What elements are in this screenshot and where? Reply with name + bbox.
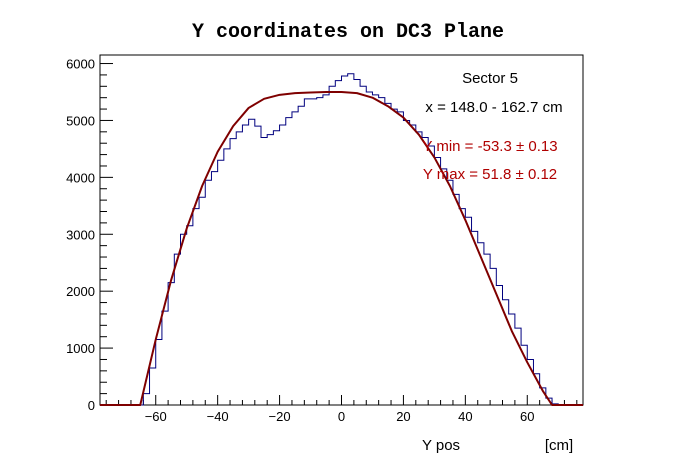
annotation-sector: Sector 5 xyxy=(462,70,518,87)
x-tick-label: 60 xyxy=(520,409,534,424)
x-axis-ticks: −60 −40 −20 0 20 40 60 xyxy=(105,395,578,424)
x-tick-label: 20 xyxy=(396,409,410,424)
y-tick-label: 2000 xyxy=(66,284,95,299)
y-tick-label: 0 xyxy=(88,398,95,413)
chart-title: Y coordinates on DC3 Plane xyxy=(192,21,504,44)
y-tick-label: 3000 xyxy=(66,227,95,242)
fit-curve xyxy=(100,90,583,406)
y-tick-label: 4000 xyxy=(66,170,95,185)
series-layer xyxy=(100,73,583,406)
x-tick-label: −20 xyxy=(269,409,291,424)
y-axis-ticks: 0 1000 2000 3000 4000 5000 6000 xyxy=(66,57,113,413)
x-axis-unit: [cm] xyxy=(545,437,573,454)
x-tick-label: −40 xyxy=(207,409,229,424)
y-tick-label: 5000 xyxy=(66,113,95,128)
histogram-series xyxy=(100,73,583,406)
x-tick-label: 0 xyxy=(338,409,345,424)
annotation-x-range: x = 148.0 - 162.7 cm xyxy=(425,99,562,116)
x-tick-label: 40 xyxy=(458,409,472,424)
annotation-y-min: Y min = -53.3 ± 0.13 xyxy=(422,138,557,155)
y-tick-label: 1000 xyxy=(66,341,95,356)
annotation-y-max: Y max = 51.8 ± 0.12 xyxy=(423,166,557,183)
x-axis-label: Y pos xyxy=(422,437,460,454)
x-tick-label: −60 xyxy=(145,409,167,424)
y-tick-label: 6000 xyxy=(66,57,95,72)
